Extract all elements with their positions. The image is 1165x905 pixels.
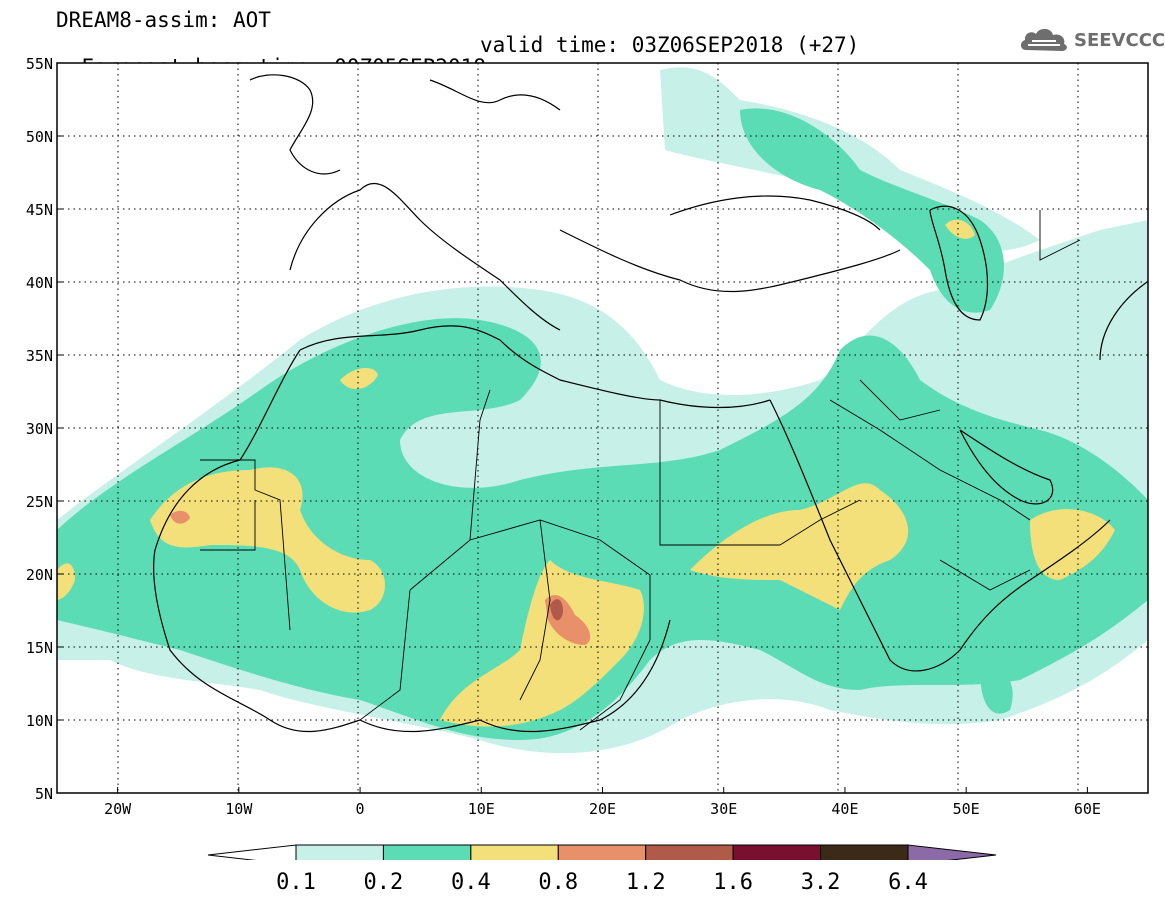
aot-band-0.4-libya — [340, 368, 378, 390]
colorbar-label: 0.8 — [538, 870, 579, 895]
aot-band-0.4-atlantic — [57, 563, 75, 600]
lon-label: 0 — [356, 800, 365, 818]
lon-label: 50E — [953, 800, 980, 818]
lat-label: 35N — [26, 347, 53, 365]
aot-map: 55N 50N 45N 40N 35N 30N 25N 20N 15N 10N 5N 20W 10W 0… — [26, 55, 1149, 860]
cloud-icon — [1020, 28, 1067, 51]
latitude-labels: 55N 50N 45N 40N 35N 30N 25N 20N 15N 10N 5N — [26, 55, 63, 803]
lon-label: 60E — [1074, 800, 1101, 818]
aot-band-0.2-caspian — [740, 108, 1004, 313]
colorbar-swatch — [557, 844, 647, 860]
colorbar-over-arrow — [907, 844, 997, 860]
valid-time: valid time: 03Z06SEP2018 (+27) — [480, 33, 860, 57]
lat-label: 25N — [26, 493, 53, 511]
lat-label: 50N — [26, 128, 53, 146]
colorbar-label: 0.2 — [363, 870, 404, 895]
longitude-labels: 20W 10W 0 10E 20E 30E 40E 50E 60E — [104, 787, 1101, 818]
map-title: DREAM8-assim: AOT — [56, 8, 271, 32]
colorbar-label: 1.6 — [713, 870, 754, 895]
colorbar-under-arrow — [207, 844, 297, 860]
colorbar-label: 3.2 — [800, 870, 841, 895]
lat-label: 30N — [26, 420, 53, 438]
graticule — [57, 63, 1148, 793]
aot-band-1.2 — [550, 599, 563, 621]
colorbar-swatch — [732, 844, 822, 860]
colorbar-swatch — [470, 844, 559, 860]
aot-band-0.2-arabia — [980, 667, 1013, 714]
colorbar-swatch — [295, 844, 384, 860]
colorbar-swatch — [382, 844, 472, 860]
lon-label: 10E — [468, 800, 495, 818]
lon-label: 10W — [225, 800, 253, 818]
colorbar — [207, 844, 997, 860]
colorbar-swatch — [820, 844, 909, 860]
lat-label: 20N — [26, 566, 53, 584]
lon-label: 20E — [589, 800, 616, 818]
aot-band-0.8-west — [170, 510, 190, 524]
colorbar-label: 0.1 — [276, 870, 316, 895]
lon-label: 30E — [710, 800, 737, 818]
lat-label: 55N — [26, 55, 53, 73]
lon-label: 20W — [104, 800, 132, 818]
coastlines — [153, 74, 1148, 733]
country-borders — [200, 210, 1081, 731]
lon-label: 40E — [831, 800, 858, 818]
colorbar-label: 6.4 — [888, 870, 928, 895]
lat-label: 5N — [35, 785, 53, 803]
aot-field — [57, 67, 1148, 754]
aot-band-0.4-oman — [1030, 509, 1115, 580]
aot-band-0.4-caspian — [945, 219, 975, 239]
colorbar-label: 0.4 — [450, 870, 491, 895]
aot-band-0.4-west — [150, 467, 385, 613]
lat-label: 45N — [26, 201, 53, 219]
brand-name: SEEVCCC — [1074, 30, 1165, 51]
aot-band-0.4-east — [690, 483, 909, 610]
lat-label: 15N — [26, 639, 53, 657]
aot-band-0.2 — [57, 318, 1148, 740]
lat-label: 10N — [26, 712, 53, 730]
lat-label: 40N — [26, 274, 53, 292]
aot-band-0.4-central — [440, 560, 644, 727]
colorbar-label: 1.2 — [625, 870, 666, 895]
colorbar-swatch — [645, 844, 734, 860]
